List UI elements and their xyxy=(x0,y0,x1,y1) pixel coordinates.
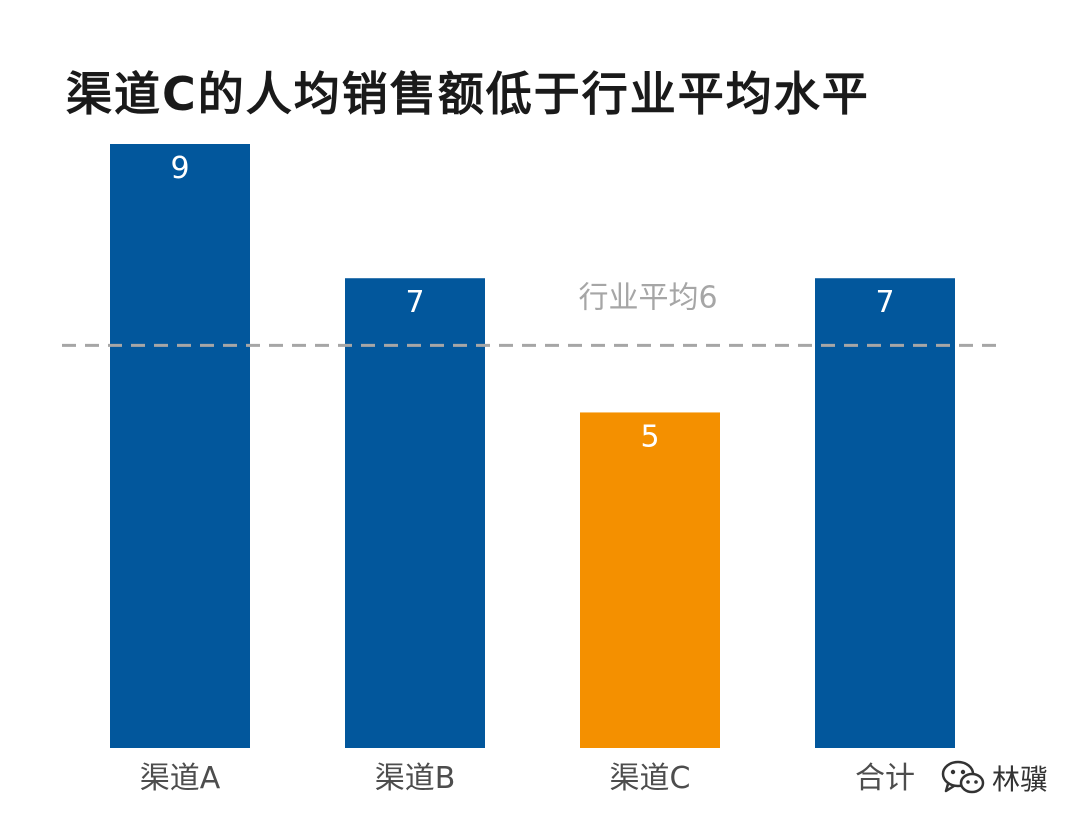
bar-value-label: 7 xyxy=(405,285,424,320)
category-label: 渠道B xyxy=(375,761,456,796)
bar-a xyxy=(110,144,250,748)
bar-value-label: 5 xyxy=(640,419,659,454)
category-label: 渠道C xyxy=(610,761,691,796)
watermark: 林骥 xyxy=(940,758,1048,798)
bar-c xyxy=(580,412,720,748)
bar-value-label: 7 xyxy=(875,285,894,320)
watermark-text: 林骥 xyxy=(992,763,1049,796)
bar-b xyxy=(345,278,485,748)
chart-title: 渠道C的人均销售额低于行业平均水平 xyxy=(66,67,870,121)
category-label: 渠道A xyxy=(140,761,221,796)
bar-total xyxy=(815,278,955,748)
reference-line-label: 行业平均6 xyxy=(578,280,717,315)
bar-value-label: 9 xyxy=(170,151,189,186)
wechat-icon xyxy=(941,760,985,794)
category-label: 合计 xyxy=(855,761,915,796)
